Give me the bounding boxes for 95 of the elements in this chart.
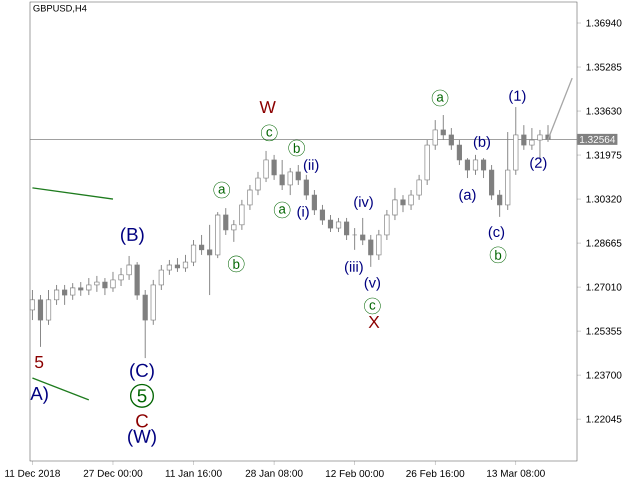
candlestick [272, 154, 277, 180]
candlestick [497, 190, 502, 218]
candlestick [30, 290, 36, 321]
candlestick [400, 194, 406, 213]
candlestick [207, 224, 212, 296]
x-tick-label: 28 Jan 08:00 [246, 470, 303, 477]
x-tick-label: 13 Mar 08:00 [487, 470, 545, 477]
candlestick [94, 275, 100, 292]
candlestick [247, 184, 253, 210]
annotation: A) [30, 386, 48, 404]
x-tick-label: 12 Feb 00:00 [326, 470, 384, 478]
candlestick [288, 167, 293, 196]
annotation: a [279, 206, 286, 214]
candlestick [118, 267, 124, 286]
candlestick [384, 209, 390, 240]
candlestick [344, 217, 350, 240]
annotation: (iii) [344, 261, 363, 275]
candlestick [392, 187, 398, 221]
candlestick [296, 164, 301, 186]
x-tick-label: 11 Dec 2018 [5, 470, 60, 477]
candlestick [416, 174, 422, 200]
annotation: 5 [138, 389, 146, 402]
candlestick [328, 214, 334, 233]
candlestick [199, 234, 204, 256]
candlestick [78, 282, 84, 296]
candlestick [304, 174, 309, 200]
annotation: W [260, 101, 276, 114]
annotation: (2) [530, 157, 546, 171]
candlestick [480, 158, 486, 179]
candlestick [46, 290, 52, 326]
candlestick [376, 229, 382, 260]
candlestick [408, 190, 414, 210]
candlestick [182, 254, 188, 272]
annotation: a [436, 94, 444, 102]
candlestick [312, 190, 317, 216]
candlestick [158, 264, 164, 290]
annotation: b [233, 259, 240, 269]
annotation: b [294, 143, 300, 153]
annotation: a [218, 186, 226, 194]
annotation: (iv) [354, 196, 373, 210]
y-tick-label: 1.23700 [586, 372, 622, 379]
y-tick-label: 1.33630 [586, 107, 622, 115]
candlestick [472, 154, 478, 176]
annotation: (C) [130, 363, 154, 381]
annotation: (ii) [304, 159, 318, 173]
annotation: (c) [488, 226, 504, 240]
ref-line-label: 1.32564 [580, 136, 616, 143]
candlestick [368, 234, 374, 268]
annotation: c [370, 302, 376, 310]
annotation: (v) [364, 277, 380, 291]
chart-title: GBPUSD,H4 [33, 4, 87, 13]
x-tick-label: 27 Dec 00:00 [84, 470, 142, 477]
candlestick [239, 199, 244, 230]
candlestick [62, 284, 68, 306]
annotation: C [136, 414, 148, 428]
candlestick [223, 208, 228, 236]
annotation: (i) [297, 206, 309, 220]
candlestick [102, 278, 108, 296]
candlestick [54, 284, 60, 306]
candlestick [86, 278, 92, 296]
candlestick [320, 204, 326, 226]
x-tick-label: 26 Feb 16:00 [406, 470, 464, 478]
candlestick [280, 159, 285, 190]
y-tick-label: 1.36940 [586, 19, 622, 27]
annotation: (W) [128, 429, 156, 447]
y-tick-label: 1.22045 [586, 416, 622, 423]
annotation: (b) [474, 136, 490, 150]
candlestick [190, 240, 196, 267]
y-tick-label: 1.30320 [586, 196, 622, 203]
y-tick-label: 1.28665 [586, 240, 622, 247]
candlestick [352, 228, 358, 250]
annotation: (1) [509, 90, 526, 104]
y-tick-label: 1.35285 [586, 63, 622, 71]
annotation: (B) [121, 227, 144, 245]
candlestick [263, 150, 269, 183]
candlestick [336, 217, 342, 233]
y-tick-label: 1.27010 [586, 284, 622, 291]
candlestick [231, 220, 236, 242]
annotation: (a) [459, 189, 476, 203]
annotation: X [368, 316, 380, 328]
annotation: c [266, 129, 272, 136]
candlestick [38, 294, 44, 348]
candlestick [70, 282, 76, 300]
y-tick-label: 1.25355 [586, 328, 622, 335]
candlestick [464, 158, 470, 179]
candlestick [360, 217, 366, 246]
annotation: b [495, 250, 502, 260]
annotation: 5 [34, 356, 44, 368]
y-tick-label: 1.31975 [586, 152, 622, 159]
candlestick [174, 258, 180, 272]
candlestick [255, 171, 261, 196]
candlestick [166, 259, 172, 276]
candlestick [110, 271, 116, 292]
x-tick-label: 11 Jan 16:00 [166, 470, 222, 477]
candlestick [126, 256, 132, 280]
